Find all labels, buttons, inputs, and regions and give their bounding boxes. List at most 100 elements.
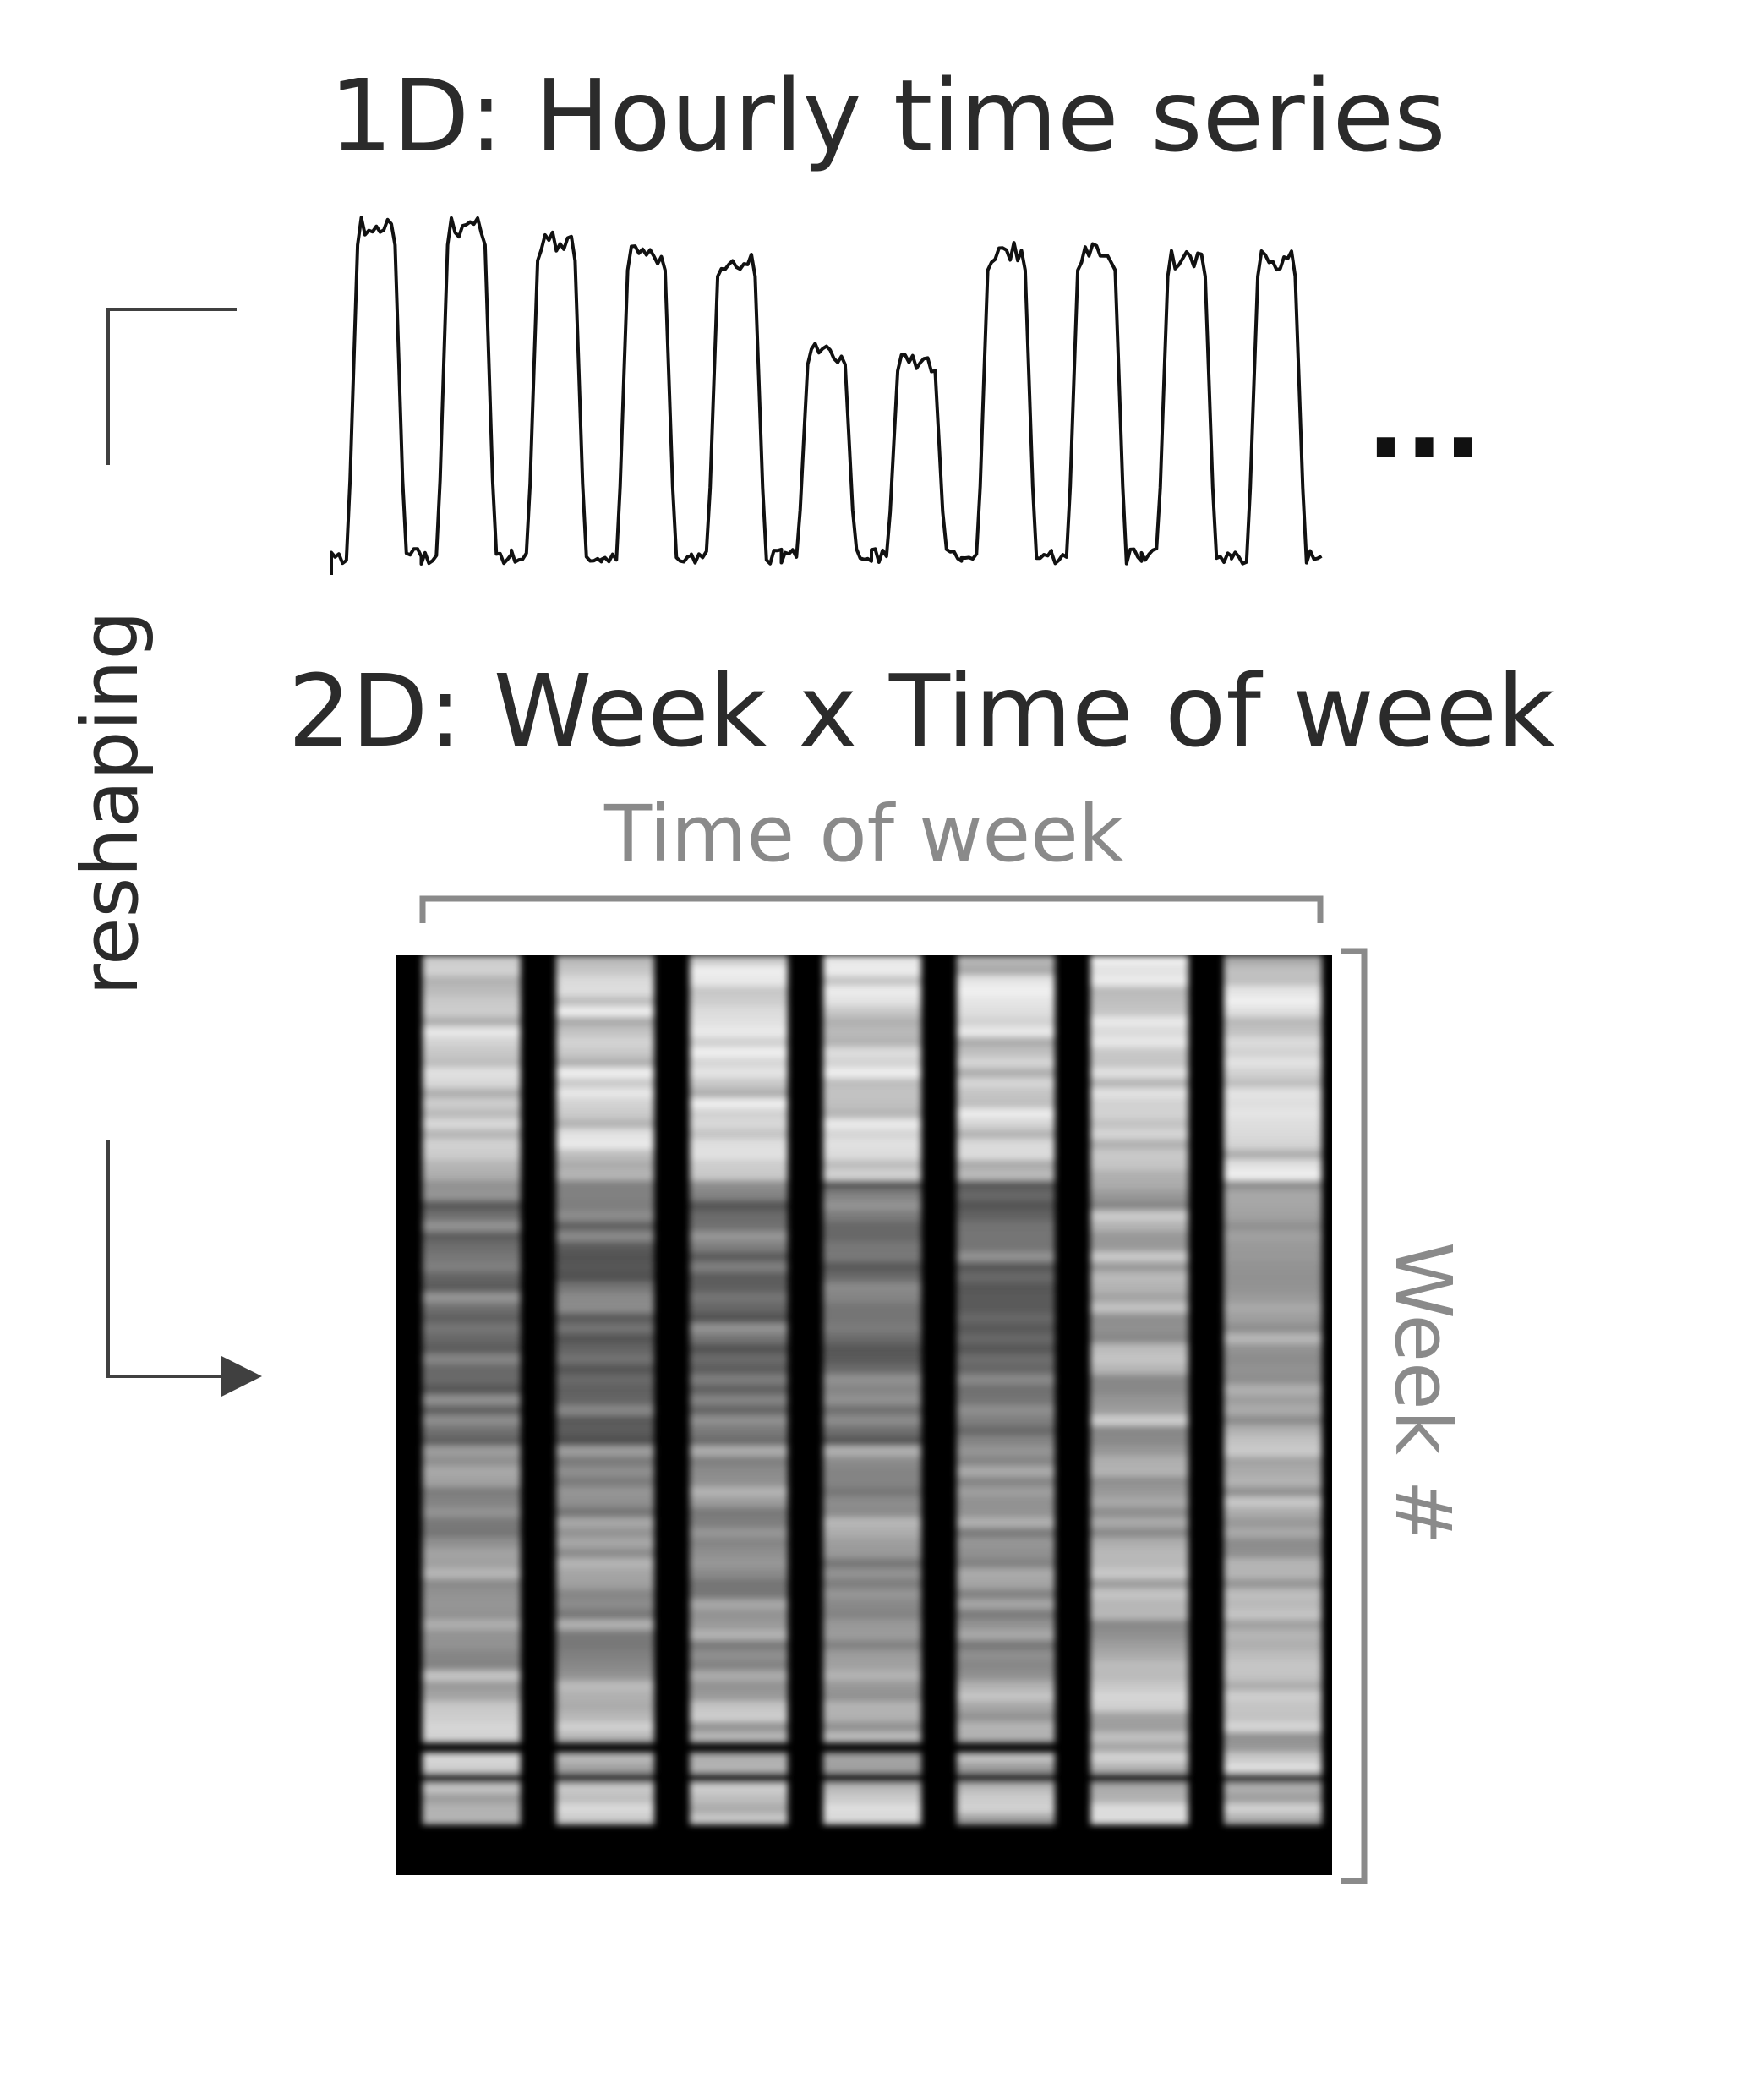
- heatmap-cell: [556, 1446, 654, 1457]
- heatmap-cell: [823, 1016, 921, 1028]
- heatmap-cell: [823, 1394, 921, 1406]
- heatmap-cell: [556, 1098, 654, 1109]
- heatmap-cell: [690, 1251, 788, 1263]
- heatmap-cell: [1090, 1374, 1188, 1386]
- heatmap-cell: [690, 1548, 788, 1559]
- heatmap-cell: [823, 1078, 921, 1089]
- heatmap-cell: [823, 1435, 921, 1446]
- heatmap-cell: [823, 1813, 921, 1825]
- heatmap-cell: [556, 1701, 654, 1713]
- heatmap-cell: [1224, 1139, 1322, 1151]
- heatmap-cell: [1224, 1599, 1322, 1610]
- heatmap-cell: [690, 1200, 788, 1211]
- heatmap-cell: [690, 1517, 788, 1528]
- heatmap-cell: [556, 1619, 654, 1631]
- heatmap-cell: [556, 1108, 654, 1119]
- heatmap-cell: [957, 1343, 1055, 1355]
- heatmap-cell: [423, 1026, 521, 1038]
- heatmap-cell: [556, 1691, 654, 1703]
- heatmap-cell: [1090, 1394, 1188, 1406]
- heatmap-cell: [1090, 1803, 1188, 1815]
- heatmap-cell: [1090, 1292, 1188, 1304]
- heatmap-cell: [556, 1200, 654, 1211]
- heatmap-cell: [556, 1221, 654, 1232]
- heatmap-cell: [1224, 1773, 1322, 1784]
- heatmap-cell: [690, 1476, 788, 1488]
- heatmap-cell: [690, 1088, 788, 1099]
- heatmap-cell: [1224, 1589, 1322, 1600]
- heatmap-cell: [957, 1558, 1055, 1569]
- heatmap-cell: [690, 1221, 788, 1232]
- heatmap-cell: [690, 1098, 788, 1109]
- heatmap-cell: [556, 1793, 654, 1804]
- heatmap-cell: [556, 1190, 654, 1201]
- heatmap-cell: [957, 1098, 1055, 1109]
- heatmap-cell: [690, 1016, 788, 1028]
- heatmap-cell: [1224, 1353, 1322, 1365]
- heatmap-cell: [1090, 1538, 1188, 1549]
- heatmap-cell: [1090, 1036, 1188, 1048]
- heatmap-cell: [957, 1752, 1055, 1764]
- heatmap-cell: [1224, 1088, 1322, 1099]
- heatmap-cell: [1090, 1619, 1188, 1631]
- heatmap-cell: [823, 1211, 921, 1222]
- heatmap-cell: [823, 1548, 921, 1559]
- heatmap-cell: [823, 1629, 921, 1641]
- heatmap-cell: [690, 1793, 788, 1804]
- heatmap-cell: [556, 1333, 654, 1344]
- heatmap-cell: [957, 1333, 1055, 1344]
- heatmap-cell: [957, 1650, 1055, 1661]
- heatmap-cell: [1090, 1629, 1188, 1641]
- heatmap-cell: [423, 1343, 521, 1355]
- series-continuation-ellipsis: ...: [1367, 364, 1483, 481]
- heatmap-cell: [1090, 1763, 1188, 1774]
- heatmap-cell: [1224, 1251, 1322, 1263]
- heatmap-cell: [957, 1129, 1055, 1140]
- heatmap-cell: [690, 1036, 788, 1048]
- heatmap-cell: [957, 965, 1055, 976]
- heatmap-cell: [1224, 1721, 1322, 1733]
- heatmap-cell: [690, 1640, 788, 1651]
- heatmap-cell: [957, 1446, 1055, 1457]
- heatmap-cell: [1090, 1323, 1188, 1334]
- heatmap-cell: [823, 1803, 921, 1815]
- heatmap-cell: [957, 1149, 1055, 1161]
- heatmap-cell: [957, 1068, 1055, 1079]
- heatmap-cell: [690, 1108, 788, 1119]
- heatmap-cell: [1090, 1691, 1188, 1703]
- heatmap-cell: [690, 1026, 788, 1038]
- heatmap-cell: [1224, 1057, 1322, 1069]
- heatmap-cell: [423, 1456, 521, 1468]
- heatmap-cell: [423, 1353, 521, 1365]
- reshaping-arrow: [106, 308, 262, 1397]
- heatmap-cell: [957, 1139, 1055, 1151]
- heatmap-cell: [1224, 1496, 1322, 1508]
- heatmap-cell: [1090, 1446, 1188, 1457]
- heatmap-cell: [556, 1456, 654, 1468]
- heatmap-cell: [1090, 1476, 1188, 1488]
- heatmap-cell: [957, 1118, 1055, 1130]
- heatmap-cell: [823, 1006, 921, 1018]
- heatmap-cell: [556, 1538, 654, 1549]
- heatmap-cell: [823, 1763, 921, 1774]
- heatmap-cell: [690, 1292, 788, 1304]
- heatmap-cell: [690, 1681, 788, 1692]
- heatmap-cell: [823, 1047, 921, 1058]
- heatmap-cell: [423, 1660, 521, 1671]
- heatmap-cell: [690, 1149, 788, 1161]
- heatmap-cell: [423, 1211, 521, 1222]
- heatmap-cell: [1090, 1783, 1188, 1794]
- heatmap-cell: [1224, 1129, 1322, 1140]
- heatmap-cell: [423, 1486, 521, 1498]
- heatmap-cell: [556, 1671, 654, 1682]
- heatmap-cell: [556, 1803, 654, 1815]
- heatmap-cell: [423, 1691, 521, 1703]
- heatmap-cell: [423, 976, 521, 987]
- heatmap-cell: [823, 1578, 921, 1590]
- heatmap-cell: [1090, 986, 1188, 997]
- heatmap-cell: [556, 1763, 654, 1774]
- heatmap-cell: [423, 1036, 521, 1048]
- heatmap-cell: [823, 1313, 921, 1324]
- heatmap-cell: [823, 1292, 921, 1304]
